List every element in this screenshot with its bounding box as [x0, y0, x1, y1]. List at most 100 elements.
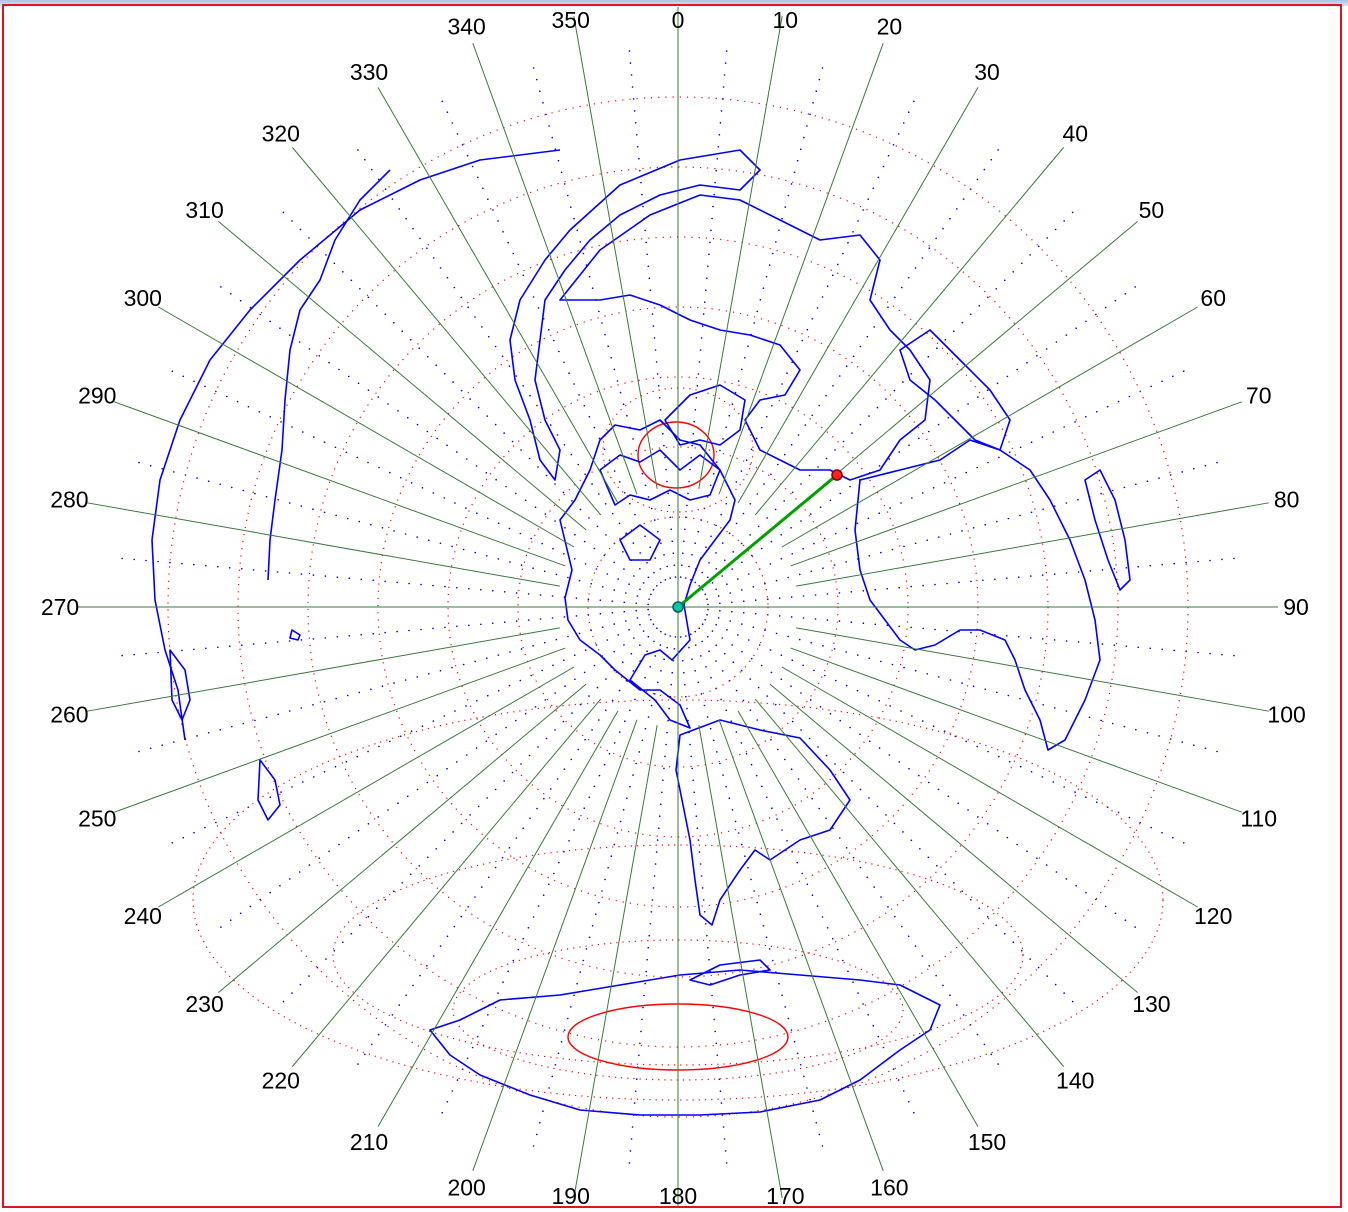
graticule-line	[707, 608, 1235, 657]
africa-coastline	[854, 439, 1101, 751]
bearing-label-0: 0	[672, 7, 685, 33]
bearing-label-70: 70	[1246, 383, 1272, 409]
graticule-line	[357, 630, 662, 1065]
bearing-label-320: 320	[262, 121, 300, 147]
south-america-coastline	[675, 719, 851, 926]
bearing-line-190	[573, 725, 658, 1198]
eurasia-coastline	[559, 194, 931, 481]
bearing-line-290	[114, 401, 566, 567]
bearing-line-140	[754, 698, 1065, 1067]
bearing-line-240	[158, 666, 575, 908]
bearing-line-10	[698, 16, 783, 489]
bearing-label-110: 110	[1240, 805, 1277, 831]
bearing-line-30	[737, 87, 979, 504]
graticule-line	[698, 211, 1074, 587]
bearing-line-20	[718, 43, 884, 495]
bearing-label-160: 160	[870, 1175, 908, 1201]
bearing-label-60: 60	[1200, 285, 1226, 311]
bearing-label-330: 330	[350, 59, 388, 85]
arctic-circle	[637, 421, 715, 489]
bearing-label-30: 30	[974, 59, 1000, 85]
graticule-line	[628, 636, 677, 1164]
graticule-line	[532, 67, 672, 579]
bearing-line-160	[718, 719, 884, 1171]
bearing-line-110	[790, 647, 1242, 813]
bearing-line-80	[796, 502, 1269, 587]
southern-dotted-ring	[332, 844, 1024, 1066]
graticule-line	[121, 557, 649, 606]
far-side-coastline	[151, 149, 561, 741]
bearing-lines	[78, 7, 1278, 1207]
bearing-label-310: 310	[185, 197, 223, 223]
graticule-line	[685, 635, 824, 1147]
map-window-frame	[2, 4, 1342, 1208]
graticule-line	[121, 608, 649, 657]
madagascar-coastline	[1084, 469, 1131, 591]
graticule-line	[171, 370, 652, 596]
graticule-line	[694, 149, 999, 584]
graticule-line	[138, 614, 650, 753]
bearing-line-210	[377, 710, 619, 1127]
hudson-bay	[619, 524, 661, 561]
canada-north-islands	[599, 449, 721, 506]
bearing-line-130	[769, 683, 1138, 994]
bearing-line-250	[114, 647, 566, 813]
origin-point-marker	[672, 601, 684, 613]
bearing-line-280	[87, 502, 560, 587]
far-side-island-1	[169, 649, 191, 721]
graticule-line	[707, 557, 1235, 606]
asia-outer-coastline	[509, 149, 761, 481]
bearing-label-280: 280	[50, 487, 88, 513]
great-circle-path-group	[672, 469, 843, 613]
graticule-line	[704, 618, 1185, 844]
bearing-label-50: 50	[1139, 197, 1165, 223]
bearing-label-170: 170	[766, 1183, 804, 1209]
great-circle-path	[677, 473, 838, 609]
bearing-label-140: 140	[1056, 1067, 1094, 1093]
southern-dotted-ring	[192, 699, 1164, 1101]
bearing-label-210: 210	[350, 1129, 388, 1155]
graticule-line	[689, 100, 915, 581]
bearing-line-220	[291, 698, 602, 1067]
graticule-line	[357, 149, 662, 584]
bearing-labels: 0 10 20 30 40 50 60 70 80 90 100 110 120 130 140 150 160…	[41, 7, 1309, 1209]
bearing-line-170	[698, 725, 783, 1198]
bearing-line-60	[781, 306, 1198, 548]
bearing-label-200: 200	[447, 1175, 485, 1201]
bearing-label-260: 260	[50, 701, 88, 727]
far-side-inner-coast	[267, 169, 391, 581]
bearing-line-230	[218, 683, 587, 994]
bearing-line-310	[218, 220, 587, 531]
far-side-island-2	[257, 759, 281, 821]
graticule-line	[171, 618, 652, 844]
bearing-line-340	[472, 43, 638, 495]
bearing-label-350: 350	[551, 7, 589, 33]
bearing-label-40: 40	[1062, 121, 1088, 147]
bearing-label-150: 150	[968, 1129, 1006, 1155]
graticule-line	[704, 370, 1185, 596]
bearing-label-100: 100	[1267, 701, 1305, 727]
window-titlebar	[0, 0, 1348, 6]
bearing-label-130: 130	[1132, 991, 1170, 1017]
bearing-label-190: 190	[551, 1183, 589, 1209]
bearing-line-100	[796, 627, 1269, 712]
graticule-line	[685, 67, 824, 579]
far-side-island-3	[289, 629, 301, 641]
antarctic-peninsula	[689, 959, 771, 986]
arabia-coastline	[899, 329, 1011, 451]
north-america-coastline	[559, 419, 736, 729]
coastlines	[151, 149, 1131, 1116]
bearing-line-300	[158, 306, 575, 548]
bearing-label-120: 120	[1194, 903, 1232, 929]
bearing-line-320	[291, 147, 602, 516]
bearing-label-20: 20	[877, 13, 903, 39]
southern-dotted-ring	[452, 939, 904, 1081]
graticule-line	[701, 286, 1136, 591]
graticule-line	[441, 633, 667, 1114]
bearing-line-200	[472, 719, 638, 1171]
graticule-line	[706, 614, 1218, 753]
graticule-line	[689, 633, 915, 1114]
bearing-line-70	[790, 401, 1242, 567]
graticule-line	[220, 623, 655, 928]
